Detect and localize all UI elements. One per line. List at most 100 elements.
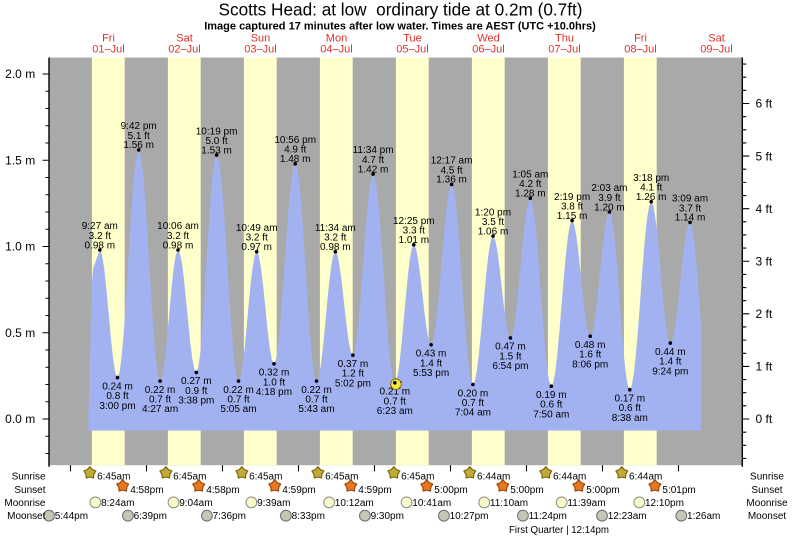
svg-text:11:34 am: 11:34 am bbox=[315, 223, 356, 234]
svg-text:10:19 pm: 10:19 pm bbox=[196, 126, 238, 137]
svg-text:Scotts Head: at low ordinary: Scotts Head: at low ordinary tide at 0.2… bbox=[219, 0, 583, 20]
svg-text:1.20 m: 1.20 m bbox=[594, 202, 625, 213]
svg-text:0.5 m: 0.5 m bbox=[5, 326, 35, 340]
svg-text:0.19 m: 0.19 m bbox=[536, 390, 567, 401]
svg-text:1.2 ft: 1.2 ft bbox=[342, 369, 364, 380]
svg-text:Wed: Wed bbox=[477, 33, 499, 45]
svg-text:6:45am: 6:45am bbox=[97, 472, 130, 483]
svg-text:Tue: Tue bbox=[403, 33, 422, 45]
svg-text:Moonrise: Moonrise bbox=[746, 498, 788, 509]
svg-text:6:45am: 6:45am bbox=[249, 472, 282, 483]
svg-text:0.6 ft: 0.6 ft bbox=[619, 403, 641, 414]
svg-text:0.24 m: 0.24 m bbox=[102, 381, 133, 392]
svg-text:09–Jul: 09–Jul bbox=[700, 44, 732, 56]
svg-text:0.9 ft: 0.9 ft bbox=[185, 386, 207, 397]
svg-text:11:10am: 11:10am bbox=[490, 498, 528, 509]
svg-text:1.4 ft: 1.4 ft bbox=[420, 358, 442, 369]
svg-text:07–Jul: 07–Jul bbox=[548, 44, 580, 56]
svg-text:6:44am: 6:44am bbox=[629, 472, 662, 483]
svg-text:10:56 pm: 10:56 pm bbox=[274, 135, 316, 146]
svg-text:0.22 m: 0.22 m bbox=[301, 385, 332, 396]
svg-text:1.6 ft: 1.6 ft bbox=[579, 350, 601, 361]
svg-text:4.7 ft: 4.7 ft bbox=[362, 155, 384, 166]
svg-text:5:00pm: 5:00pm bbox=[586, 485, 619, 496]
svg-text:0.48 m: 0.48 m bbox=[575, 340, 606, 351]
svg-text:6:23 am: 6:23 am bbox=[377, 406, 413, 417]
svg-text:Moonset: Moonset bbox=[748, 511, 787, 522]
svg-text:1:20 pm: 1:20 pm bbox=[475, 207, 511, 218]
svg-text:4.5 ft: 4.5 ft bbox=[440, 165, 462, 176]
svg-text:1.28 m: 1.28 m bbox=[515, 189, 546, 200]
svg-text:2:19 pm: 2:19 pm bbox=[554, 192, 590, 203]
svg-text:0.21 m: 0.21 m bbox=[380, 387, 411, 398]
svg-text:4:27 am: 4:27 am bbox=[142, 404, 178, 415]
svg-text:3:00 pm: 3:00 pm bbox=[99, 401, 135, 412]
svg-text:2.0 m: 2.0 m bbox=[5, 67, 35, 81]
svg-text:9:04am: 9:04am bbox=[179, 498, 212, 509]
svg-text:0.44 m: 0.44 m bbox=[655, 347, 686, 358]
svg-text:3 ft: 3 ft bbox=[756, 255, 773, 269]
svg-text:4:59pm: 4:59pm bbox=[282, 485, 315, 496]
svg-text:0.97 m: 0.97 m bbox=[241, 242, 272, 253]
svg-text:3.2 ft: 3.2 ft bbox=[324, 233, 346, 244]
svg-text:5:01pm: 5:01pm bbox=[662, 485, 695, 496]
svg-text:8:06 pm: 8:06 pm bbox=[572, 359, 608, 370]
svg-text:9:27 am: 9:27 am bbox=[82, 221, 118, 232]
svg-text:0.47 m: 0.47 m bbox=[495, 342, 526, 353]
svg-text:Sat: Sat bbox=[708, 33, 725, 45]
svg-text:4:59pm: 4:59pm bbox=[358, 485, 391, 496]
svg-text:1.5 ft: 1.5 ft bbox=[499, 351, 521, 362]
svg-text:3.3 ft: 3.3 ft bbox=[403, 226, 425, 237]
svg-text:1:26am: 1:26am bbox=[687, 511, 720, 522]
svg-text:6 ft: 6 ft bbox=[756, 97, 773, 111]
svg-text:0.27 m: 0.27 m bbox=[181, 376, 212, 387]
svg-text:3.9 ft: 3.9 ft bbox=[598, 193, 620, 204]
svg-text:5.0 ft: 5.0 ft bbox=[205, 136, 227, 147]
svg-text:Sunset: Sunset bbox=[14, 485, 45, 496]
svg-text:9:24 pm: 9:24 pm bbox=[652, 366, 688, 377]
svg-text:10:49 am: 10:49 am bbox=[236, 223, 278, 234]
svg-text:1.0 m: 1.0 m bbox=[5, 240, 35, 254]
svg-text:1.14 m: 1.14 m bbox=[675, 213, 706, 224]
svg-text:Sunrise: Sunrise bbox=[12, 472, 46, 483]
svg-text:10:41am: 10:41am bbox=[412, 498, 451, 509]
svg-text:5 ft: 5 ft bbox=[756, 149, 773, 163]
svg-text:1.4 ft: 1.4 ft bbox=[659, 357, 681, 368]
svg-text:7:36pm: 7:36pm bbox=[213, 511, 246, 522]
svg-text:4:18 pm: 4:18 pm bbox=[256, 387, 292, 398]
svg-text:5:44pm: 5:44pm bbox=[55, 511, 88, 522]
svg-text:3:18 pm: 3:18 pm bbox=[633, 173, 669, 184]
svg-text:0.32 m: 0.32 m bbox=[259, 368, 290, 379]
svg-text:Moonrise: Moonrise bbox=[4, 498, 46, 509]
svg-text:0.17 m: 0.17 m bbox=[615, 394, 646, 405]
svg-text:01–Jul: 01–Jul bbox=[92, 44, 124, 56]
svg-text:Moonset: Moonset bbox=[7, 511, 46, 522]
svg-text:Sat: Sat bbox=[176, 33, 193, 45]
svg-text:1.06 m: 1.06 m bbox=[478, 226, 509, 237]
svg-text:6:44am: 6:44am bbox=[553, 472, 586, 483]
svg-text:12:23am: 12:23am bbox=[608, 511, 647, 522]
svg-text:10:27pm: 10:27pm bbox=[450, 511, 489, 522]
svg-text:0.98 m: 0.98 m bbox=[163, 240, 194, 251]
svg-text:7:50 am: 7:50 am bbox=[533, 409, 569, 420]
svg-text:12:17 am: 12:17 am bbox=[431, 156, 473, 167]
svg-text:0.22 m: 0.22 m bbox=[145, 385, 176, 396]
svg-text:7:04 am: 7:04 am bbox=[455, 408, 491, 419]
svg-text:1.15 m: 1.15 m bbox=[557, 211, 588, 222]
svg-text:Sun: Sun bbox=[251, 33, 271, 45]
svg-text:6:54 pm: 6:54 pm bbox=[492, 361, 528, 372]
svg-text:4:58pm: 4:58pm bbox=[206, 485, 239, 496]
svg-text:0.43 m: 0.43 m bbox=[416, 349, 447, 360]
svg-text:1.26 m: 1.26 m bbox=[636, 192, 667, 203]
svg-text:Sunrise: Sunrise bbox=[750, 472, 784, 483]
svg-text:3.8 ft: 3.8 ft bbox=[561, 202, 583, 213]
svg-text:2:03 am: 2:03 am bbox=[591, 183, 627, 194]
svg-text:0.98 m: 0.98 m bbox=[85, 240, 116, 251]
svg-text:8:24am: 8:24am bbox=[101, 498, 134, 509]
svg-text:6:44am: 6:44am bbox=[477, 472, 510, 483]
svg-text:5:02 pm: 5:02 pm bbox=[335, 378, 371, 389]
svg-text:0.8 ft: 0.8 ft bbox=[106, 391, 128, 402]
svg-text:6:39pm: 6:39pm bbox=[134, 511, 167, 522]
svg-text:5:53 pm: 5:53 pm bbox=[413, 368, 449, 379]
svg-text:4:58pm: 4:58pm bbox=[130, 485, 163, 496]
